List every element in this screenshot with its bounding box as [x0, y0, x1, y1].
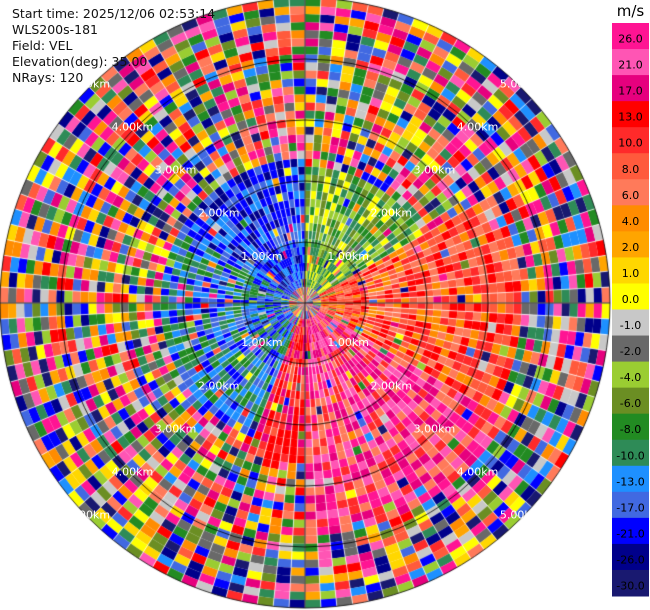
colorbar-tick-13: -4.0	[620, 371, 641, 384]
colorbar-swatch-10	[612, 283, 649, 310]
colorbar-swatch-20	[612, 543, 649, 571]
colorbar-tick-5: 8.0	[622, 163, 640, 176]
colorbar-swatch-15	[612, 413, 649, 441]
colorbar-tick-11: -1.0	[620, 319, 641, 332]
colorbar-swatch-17	[612, 465, 649, 493]
colorbar-swatch-14	[612, 387, 649, 415]
colorbar-unit: m/s	[617, 2, 645, 20]
colorbar-tick-14: -6.0	[620, 397, 641, 410]
elevation-label: Elevation(deg): 35.00	[12, 54, 148, 69]
colorbar-swatch-21	[612, 569, 649, 597]
colorbar-swatch-0	[612, 23, 649, 50]
colorbar-swatch-13	[612, 361, 649, 389]
instrument-label: WLS200s-181	[12, 22, 98, 37]
colorbar-tick-4: 10.0	[618, 137, 643, 150]
colorbar-swatch-5	[612, 153, 649, 180]
colorbar-tick-17: -13.0	[616, 475, 644, 488]
colorbar-swatch-19	[612, 517, 649, 545]
colorbar-swatch-6	[612, 179, 649, 206]
colorbar-swatch-18	[612, 491, 649, 519]
colorbar-tick-0: 26.0	[618, 33, 643, 46]
colorbar-swatch-9	[612, 257, 649, 284]
colorbar-swatch-1	[612, 49, 649, 76]
colorbar-swatch-12	[612, 335, 649, 363]
colorbar-tick-16: -10.0	[616, 449, 644, 462]
colorbar-swatch-4	[612, 127, 649, 154]
colorbar-swatch-3	[612, 101, 649, 128]
colorbar-tick-10: 0.0	[622, 293, 640, 306]
colorbar-swatch-11	[612, 309, 649, 337]
colorbar-swatch-16	[612, 439, 649, 467]
colorbar-tick-8: 2.0	[622, 241, 640, 254]
colorbar-tick-15: -8.0	[620, 423, 641, 436]
colorbar-tick-9: 1.0	[622, 267, 640, 280]
colorbar-tick-19: -21.0	[616, 527, 644, 540]
colorbar-tick-7: 4.0	[622, 215, 640, 228]
colorbar-tick-3: 13.0	[618, 111, 643, 124]
colorbar-swatch-8	[612, 231, 649, 258]
colorbar-tick-1: 21.0	[618, 59, 643, 72]
colorbar-tick-20: -26.0	[616, 553, 644, 566]
field-label: Field: VEL	[12, 38, 73, 53]
colorbar-tick-12: -2.0	[620, 345, 641, 358]
colorbar-tick-2: 17.0	[618, 85, 643, 98]
colorbar-swatch-7	[612, 205, 649, 232]
nrays-label: NRays: 120	[12, 70, 84, 85]
start-time-label: Start time: 2025/12/06 02:53:14	[12, 6, 216, 21]
colorbar-tick-18: -17.0	[616, 501, 644, 514]
colorbar-swatch-2	[612, 75, 649, 102]
colorbar-tick-6: 6.0	[622, 189, 640, 202]
colorbar-tick-21: -30.0	[616, 579, 644, 592]
